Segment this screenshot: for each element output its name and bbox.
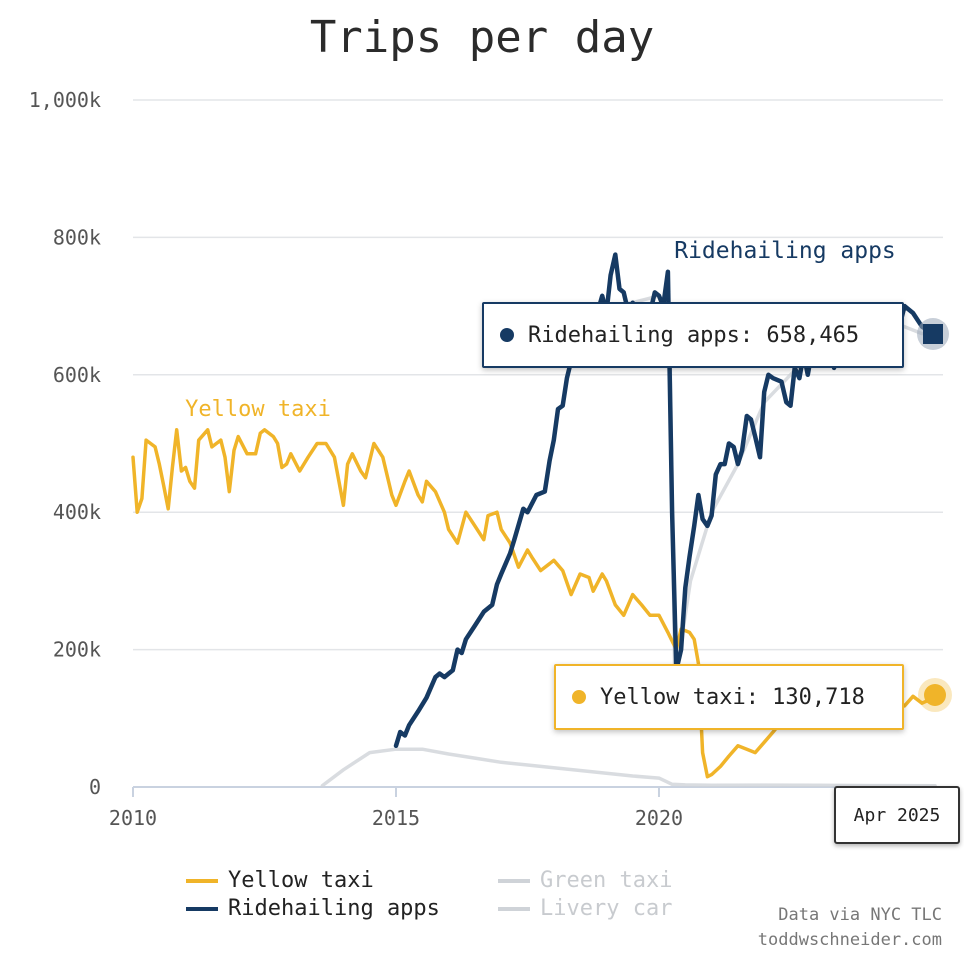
ridehailing-hover-marker — [923, 324, 943, 344]
date-tooltip: Apr 2025 — [834, 786, 960, 844]
legend-swatch — [498, 906, 530, 911]
yellow-tooltip-text: Yellow taxi: 130,718 — [600, 684, 865, 710]
chart-title: Trips per day — [309, 12, 655, 63]
yellow-hover-marker — [924, 684, 946, 706]
legend-label: Ridehailing apps — [228, 896, 440, 921]
y-tick-label: 600k — [53, 363, 101, 387]
hover-markers — [917, 318, 952, 712]
legend-label: Livery car — [540, 896, 673, 921]
legend-label: Green taxi — [540, 868, 673, 893]
annotation-yellow-taxi: Yellow taxi — [185, 397, 331, 422]
y-tick-label: 1,000k — [29, 88, 101, 112]
ridehailing-tooltip-text: Ridehailing apps: 658,465 — [528, 322, 860, 348]
x-axis: 2010 2015 2020 — [109, 786, 943, 830]
legend-item-green-taxi[interactable]: Green taxi — [498, 868, 672, 893]
legend-item-ridehailing-apps[interactable]: Ridehailing apps — [186, 896, 440, 921]
source-website[interactable]: toddwschneider.com — [757, 930, 942, 950]
ridehailing-tooltip-dot-icon — [500, 328, 514, 342]
annotation-ridehailing: Ridehailing apps — [674, 238, 896, 264]
yellow-taxi-tooltip: Yellow taxi: 130,718 — [554, 664, 904, 730]
legend-swatch — [186, 878, 218, 883]
y-tick-label: 800k — [53, 225, 101, 249]
y-tick-label: 0 — [89, 775, 101, 799]
date-tooltip-text: Apr 2025 — [853, 804, 941, 826]
y-tick-label: 400k — [53, 500, 101, 524]
y-tick-label: 200k — [53, 638, 101, 662]
legend-label: Yellow taxi — [228, 868, 374, 893]
legend-swatch — [498, 878, 530, 883]
source-credit: Data via NYC TLC — [778, 905, 942, 925]
legend-item-livery-car[interactable]: Livery car — [498, 896, 672, 921]
ridehailing-tooltip: Ridehailing apps: 658,465 — [482, 302, 904, 368]
yellow-tooltip-dot-icon — [572, 690, 586, 704]
x-tick-label: 2015 — [372, 806, 420, 830]
series-line-green-taxi — [320, 747, 937, 788]
series-annotations: Ridehailing apps Yellow taxi — [185, 238, 896, 422]
series-line-yellow-taxi — [131, 428, 937, 779]
y-axis-ticks: 0 200k 400k 600k 800k 1,000k — [29, 88, 101, 799]
legend-swatch — [186, 906, 218, 911]
x-tick-label: 2010 — [109, 806, 157, 830]
x-tick-label: 2020 — [635, 806, 683, 830]
legend-item-yellow-taxi[interactable]: Yellow taxi — [186, 868, 374, 893]
